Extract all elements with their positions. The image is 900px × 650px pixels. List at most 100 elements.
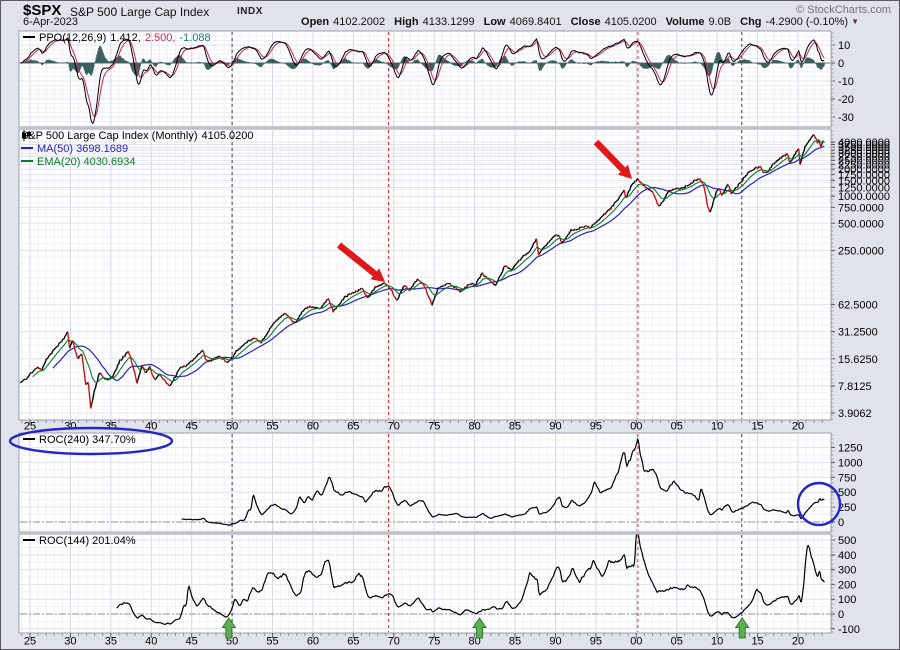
- svg-text:500: 500: [838, 487, 856, 499]
- svg-text:1250: 1250: [838, 443, 862, 455]
- svg-text:0: 0: [838, 609, 844, 621]
- svg-text:65: 65: [347, 636, 359, 648]
- ema20-label: EMA(20) 4030.6934: [37, 156, 136, 168]
- svg-text:3750.0000: 3750.0000: [838, 140, 890, 152]
- ppo-name: PPO(12,26,9): [39, 32, 107, 44]
- ma50-legend: MA(50) 3698.1689: [21, 143, 128, 155]
- svg-text:62.5000: 62.5000: [838, 300, 878, 312]
- svg-text:250.0000: 250.0000: [838, 245, 884, 257]
- roc144-series: [116, 534, 825, 625]
- svg-text:2250.0000: 2250.0000: [838, 159, 890, 171]
- roc240-series: [181, 437, 825, 526]
- ema20-swatch: [21, 160, 33, 162]
- svg-text:500.0000: 500.0000: [838, 218, 884, 230]
- quote-label: Low: [483, 16, 506, 28]
- svg-text:95: 95: [590, 421, 602, 433]
- svg-text:25: 25: [24, 636, 36, 648]
- quote-value: 9.0B: [708, 16, 732, 28]
- ppo-value: 1.412,: [110, 32, 141, 44]
- svg-text:15: 15: [751, 421, 763, 433]
- ppo-series: [19, 37, 825, 125]
- svg-text:2750.0000: 2750.0000: [838, 152, 890, 164]
- roc240-label: ROC(240) 347.70%: [39, 434, 136, 446]
- quote-label: Close: [570, 16, 601, 28]
- svg-text:65: 65: [347, 421, 359, 433]
- svg-text:10: 10: [711, 421, 723, 433]
- copyright: © StockCharts.com: [796, 4, 891, 16]
- main-value: 4105.0200: [201, 130, 254, 142]
- svg-text:3250.0000: 3250.0000: [838, 145, 890, 157]
- svg-text:80: 80: [469, 636, 481, 648]
- svg-text:30: 30: [64, 636, 76, 648]
- change-direction-icon: ▼: [851, 17, 859, 26]
- svg-text:300: 300: [838, 565, 856, 577]
- ppo-legend: PPO(12,26,9) 1.412, 2.500, -1.088: [23, 32, 211, 44]
- svg-text:0: 0: [838, 517, 844, 529]
- ppo-line-swatch: [23, 36, 35, 38]
- svg-text:4000.0000: 4000.0000: [838, 137, 890, 149]
- svg-text:20: 20: [792, 636, 804, 648]
- roc144-swatch: [23, 539, 35, 541]
- svg-text:-10: -10: [838, 76, 854, 88]
- svg-text:75: 75: [428, 636, 440, 648]
- svg-text:100: 100: [838, 594, 856, 606]
- svg-text:90: 90: [549, 636, 561, 648]
- quote-label: Chg: [740, 16, 762, 28]
- svg-text:1250.0000: 1250.0000: [838, 182, 890, 194]
- svg-text:75: 75: [428, 421, 440, 433]
- svg-text:750.0000: 750.0000: [838, 202, 884, 214]
- svg-text:85: 85: [509, 636, 521, 648]
- svg-text:1000: 1000: [838, 457, 862, 469]
- svg-text:80: 80: [469, 421, 481, 433]
- svg-text:40: 40: [145, 636, 157, 648]
- svg-text:500: 500: [838, 535, 856, 547]
- quote-value: 4105.0200: [604, 16, 657, 28]
- chart-date: 6-Apr-2023: [23, 16, 79, 28]
- quote-label: Open: [301, 16, 330, 28]
- roc144-legend: ROC(144) 201.04%: [23, 535, 136, 547]
- svg-text:10: 10: [711, 636, 723, 648]
- svg-text:55: 55: [266, 421, 278, 433]
- svg-text:-30: -30: [838, 112, 854, 124]
- roc240-legend: ROC(240) 347.70%: [23, 434, 136, 446]
- svg-text:70: 70: [388, 421, 400, 433]
- svg-text:00: 00: [630, 421, 642, 433]
- ema20-legend: EMA(20) 4030.6934: [21, 156, 135, 168]
- ppo-panel: [18, 30, 832, 128]
- svg-text:35: 35: [105, 636, 117, 648]
- svg-text:31.2500: 31.2500: [838, 327, 878, 339]
- svg-text:90: 90: [549, 421, 561, 433]
- svg-text:2500.0000: 2500.0000: [838, 155, 890, 167]
- svg-text:10: 10: [838, 40, 850, 52]
- svg-text:50: 50: [226, 636, 238, 648]
- roc144-label: ROC(144) 201.04%: [39, 535, 136, 547]
- svg-text:3.9062: 3.9062: [838, 408, 872, 420]
- ppo-hist-value: -1.088: [179, 32, 211, 44]
- price-series: [19, 134, 825, 409]
- ma50-label: MA(50) 3698.1689: [37, 143, 129, 155]
- svg-text:3500.0000: 3500.0000: [838, 142, 890, 154]
- quote-strip: Open 4102.2002 High 4133.1299 Low 4069.8401 Cl…: [292, 16, 859, 28]
- svg-text:45: 45: [186, 421, 198, 433]
- svg-text:15.6250: 15.6250: [838, 354, 878, 366]
- quote-value: 4133.1299: [422, 16, 475, 28]
- svg-text:7.8125: 7.8125: [838, 381, 872, 393]
- svg-text:2000.0000: 2000.0000: [838, 164, 890, 176]
- quote-value: 4102.2002: [333, 16, 386, 28]
- svg-text:70: 70: [388, 636, 400, 648]
- svg-text:05: 05: [671, 636, 683, 648]
- svg-text:45: 45: [186, 636, 198, 648]
- svg-text:85: 85: [509, 421, 521, 433]
- svg-text:-100: -100: [838, 624, 860, 636]
- symbol-name: S&P 500 Large Cap Index: [70, 5, 210, 19]
- ma50-swatch: [21, 147, 33, 149]
- svg-text:60: 60: [307, 636, 319, 648]
- quote-value: 4069.8401: [509, 16, 562, 28]
- quote-label: High: [394, 16, 419, 28]
- quote-value: -4.2900 (-0.10%): [765, 16, 849, 28]
- symbol: $SPX: [23, 2, 62, 19]
- main-legend: S&P 500 Large Cap Index (Monthly) 4105.02…: [21, 130, 254, 142]
- svg-text:3000.0000: 3000.0000: [838, 148, 890, 160]
